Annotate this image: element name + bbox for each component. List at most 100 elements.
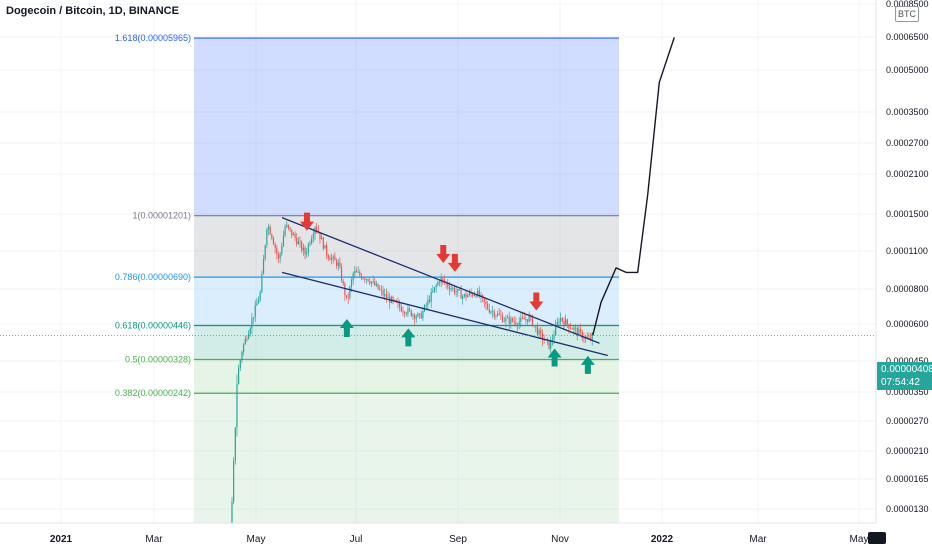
candle-body [533,325,535,326]
candle-body [372,281,374,282]
candle-body [565,319,567,325]
bar-countdown: 07:54:42 [881,377,920,388]
candle-body [375,284,378,286]
buy-arrow-icon [339,318,354,337]
candle-body [463,294,465,297]
candle-body [488,308,490,313]
candle-body [500,314,502,317]
candle-body [561,317,563,321]
candle-body [475,295,477,297]
candle-body [256,303,258,306]
currency-unit-badge[interactable]: BTC [895,6,919,22]
sell-arrow-icon [529,292,544,311]
sell-arrow-icon [299,212,314,231]
time-tick-label: Jul [350,534,363,545]
candle-body [287,225,290,228]
candle-body [573,327,575,330]
candle-body [324,245,326,249]
candle-body [508,317,510,324]
candle-body [515,321,517,325]
time-tick-label: May [247,534,266,545]
candle-body [521,317,524,319]
candle-body [576,328,578,335]
candle-body [553,335,555,340]
buy-arrow-icon [547,348,562,367]
price-axis-bg [876,0,932,523]
candle-body [252,317,255,319]
candle-body [267,226,270,230]
price-tick-label: 0.0000800 [886,284,929,294]
candle-body [571,328,573,330]
candle-body [276,248,278,254]
candle-body [286,225,288,227]
candle-body [382,290,384,296]
candle-body [399,303,401,308]
candle-body [355,271,358,273]
candle-body [367,279,369,282]
candle-body [420,313,422,319]
price-tick-label: 0.0000165 [886,474,929,484]
candle-body [309,243,311,245]
candle-body [234,427,236,461]
candle-body [364,278,366,280]
candles [231,220,593,523]
candle-body [551,339,553,341]
candle-body [292,234,295,236]
candle-body [299,241,301,243]
candle-body [501,316,504,322]
price-tick-label: 0.0000210 [886,446,929,456]
candle-body [394,299,396,301]
candle-body [316,227,318,230]
candle-body [516,324,519,326]
grid [0,0,876,523]
candle-body [402,311,404,313]
candle-body [326,245,328,256]
current-price-badge: 0.00000408 07:54:42 [877,362,932,390]
candle-body [468,292,470,296]
time-tick-label: 2021 [50,534,73,545]
candle-body [311,238,313,244]
candle-body [291,229,293,236]
candle-body [433,287,436,291]
candle-body [360,275,363,279]
candle-body [432,290,434,293]
candle-body [387,296,389,299]
candle-body [327,255,329,259]
time-tick-label: May [850,534,869,545]
candle-body [247,333,250,339]
candle-body [473,295,475,296]
candle-body [560,317,562,322]
candle-body [579,329,582,332]
candle-body [362,278,364,280]
projection-curve [592,37,675,336]
candle-body [241,351,243,360]
candle-body [397,302,399,304]
candle-body [465,294,467,298]
candle-body [281,246,283,254]
candle-body [583,338,585,339]
candle-body [588,337,590,339]
candle-body [284,226,286,236]
chart-title: Dogecoin / Bitcoin, 1D, BINANCE [6,5,179,17]
candle-body [485,301,487,305]
candle-body [511,318,514,322]
candle-body [404,311,406,314]
candle-body [543,339,545,341]
candle-body [249,328,251,334]
candle-body [566,319,568,325]
candle-body [427,299,429,306]
candle-body [269,226,271,235]
candle-body [487,304,489,309]
sell-arrow-icon [436,244,451,263]
candle-body [297,241,299,245]
trendline [281,271,608,357]
candle-body [330,257,333,261]
candle-body [438,282,441,283]
candle-body [370,281,373,284]
candle-body [365,279,368,280]
candle-body [490,311,492,313]
time-tick-label: Mar [145,534,163,545]
candle-body [442,278,444,280]
candle-body [423,305,426,312]
